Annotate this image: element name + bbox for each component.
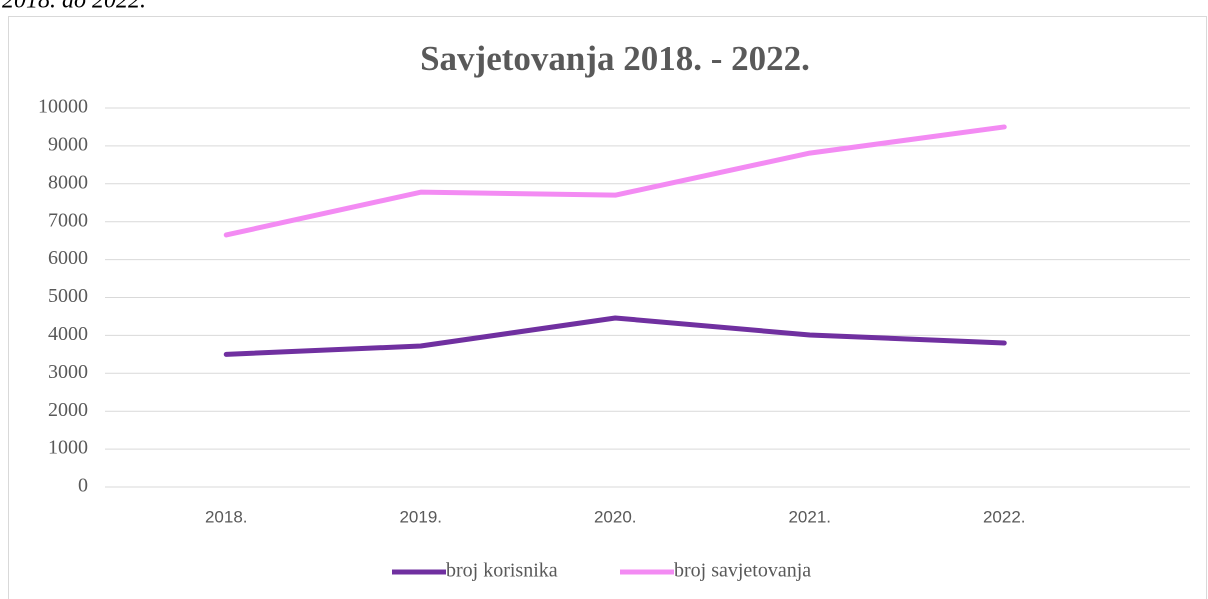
x-tick-label: 2020. xyxy=(594,507,637,526)
x-tick-label: 2019. xyxy=(399,507,442,526)
data-line xyxy=(223,124,1007,238)
chart-border xyxy=(8,16,1207,599)
x-tick-label: 2018. xyxy=(205,507,248,526)
chart-title: Savjetovanja 2018. - 2022. xyxy=(420,39,810,78)
y-tick-label: 6000 xyxy=(48,247,88,269)
y-tick-label: 0 xyxy=(78,475,88,497)
legend-label: broj korisnika xyxy=(446,560,558,582)
y-tick-label: 3000 xyxy=(48,361,88,383)
data-line xyxy=(223,315,1007,357)
x-tick-label: 2021. xyxy=(788,507,831,526)
y-tick-label: 1000 xyxy=(48,437,88,459)
y-tick-label: 8000 xyxy=(48,171,88,193)
y-tick-label: 10000 xyxy=(38,96,88,118)
y-tick-label: 2000 xyxy=(48,399,88,421)
y-tick-label: 4000 xyxy=(48,323,88,345)
legend-label: broj savjetovanja xyxy=(674,560,811,582)
caption: 2018. do 2022. xyxy=(2,0,146,14)
y-tick-label: 9000 xyxy=(48,133,88,155)
y-tick-label: 7000 xyxy=(48,209,88,231)
x-tick-label: 2022. xyxy=(983,507,1026,526)
y-tick-label: 5000 xyxy=(48,285,88,307)
